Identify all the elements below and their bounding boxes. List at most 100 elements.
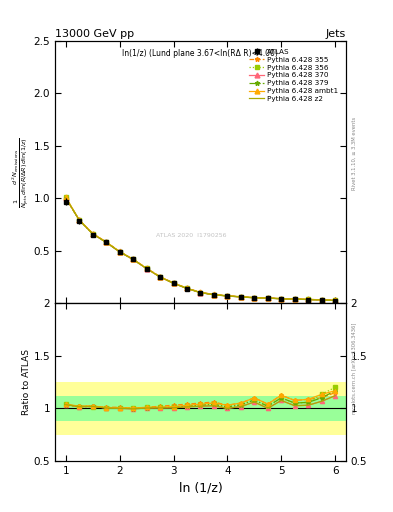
Pythia 6.428 370 <box>319 297 324 303</box>
Pythia 6.428 z2 <box>319 297 324 303</box>
Bar <box>55 382 346 435</box>
Pythia 6.428 z2 <box>211 292 216 298</box>
Pythia 6.428 379 <box>333 297 338 304</box>
Pythia 6.428 z2 <box>225 293 230 299</box>
Pythia 6.428 379 <box>104 239 108 245</box>
Pythia 6.428 370 <box>265 295 270 301</box>
Pythia 6.428 z2 <box>185 285 189 291</box>
Pythia 6.428 379 <box>239 294 243 300</box>
Pythia 6.428 355 <box>131 256 136 262</box>
Legend: ATLAS, Pythia 6.428 355, Pythia 6.428 356, Pythia 6.428 370, Pythia 6.428 379, P: ATLAS, Pythia 6.428 355, Pythia 6.428 35… <box>248 47 339 103</box>
Pythia 6.428 379 <box>63 195 68 201</box>
Pythia 6.428 ambt1 <box>211 291 216 297</box>
Pythia 6.428 379 <box>158 274 162 280</box>
Pythia 6.428 379 <box>292 296 297 302</box>
Pythia 6.428 370 <box>77 217 82 223</box>
Pythia 6.428 z2 <box>77 217 82 223</box>
Pythia 6.428 355 <box>77 217 82 223</box>
Pythia 6.428 356 <box>90 231 95 237</box>
Pythia 6.428 379 <box>319 297 324 303</box>
Pythia 6.428 355 <box>225 293 230 299</box>
Text: ln(1/z) (Lund plane 3.67<ln(RΔ R)<4.00): ln(1/z) (Lund plane 3.67<ln(RΔ R)<4.00) <box>123 49 278 58</box>
Pythia 6.428 z2 <box>171 280 176 286</box>
Pythia 6.428 379 <box>279 295 284 302</box>
Pythia 6.428 355 <box>279 295 284 302</box>
Pythia 6.428 356 <box>144 265 149 271</box>
Pythia 6.428 355 <box>265 295 270 301</box>
Pythia 6.428 ambt1 <box>171 280 176 286</box>
Pythia 6.428 379 <box>198 289 203 295</box>
Pythia 6.428 z2 <box>90 231 95 237</box>
Pythia 6.428 355 <box>239 294 243 300</box>
Pythia 6.428 355 <box>185 285 189 291</box>
Text: Jets: Jets <box>325 29 346 39</box>
Pythia 6.428 z2 <box>333 297 338 304</box>
Pythia 6.428 z2 <box>117 249 122 255</box>
Pythia 6.428 370 <box>225 293 230 299</box>
Pythia 6.428 z2 <box>239 294 243 300</box>
Pythia 6.428 z2 <box>158 274 162 280</box>
Pythia 6.428 356 <box>319 297 324 303</box>
Pythia 6.428 355 <box>104 239 108 245</box>
Pythia 6.428 355 <box>252 294 257 301</box>
Pythia 6.428 356 <box>63 194 68 200</box>
X-axis label: ln (1/z): ln (1/z) <box>178 481 222 494</box>
Pythia 6.428 370 <box>211 292 216 298</box>
Pythia 6.428 ambt1 <box>279 295 284 302</box>
Pythia 6.428 ambt1 <box>90 230 95 237</box>
Y-axis label: Ratio to ATLAS: Ratio to ATLAS <box>22 349 31 415</box>
Pythia 6.428 370 <box>131 257 136 263</box>
Pythia 6.428 ambt1 <box>158 274 162 280</box>
Pythia 6.428 356 <box>171 280 176 286</box>
Pythia 6.428 356 <box>131 256 136 262</box>
Pythia 6.428 ambt1 <box>131 256 136 262</box>
Pythia 6.428 ambt1 <box>319 297 324 303</box>
Pythia 6.428 356 <box>104 239 108 245</box>
Pythia 6.428 ambt1 <box>117 248 122 254</box>
Pythia 6.428 ambt1 <box>292 296 297 302</box>
Pythia 6.428 ambt1 <box>185 285 189 291</box>
Pythia 6.428 379 <box>225 293 230 299</box>
Pythia 6.428 z2 <box>63 195 68 201</box>
Pythia 6.428 370 <box>185 285 189 291</box>
Pythia 6.428 370 <box>279 296 284 302</box>
Line: Pythia 6.428 355: Pythia 6.428 355 <box>63 196 338 303</box>
Pythia 6.428 z2 <box>131 257 136 263</box>
Pythia 6.428 ambt1 <box>225 293 230 299</box>
Pythia 6.428 355 <box>306 296 310 303</box>
Pythia 6.428 370 <box>252 295 257 301</box>
Pythia 6.428 370 <box>239 294 243 300</box>
Pythia 6.428 379 <box>131 257 136 263</box>
Pythia 6.428 370 <box>63 195 68 201</box>
Pythia 6.428 ambt1 <box>239 294 243 300</box>
Pythia 6.428 379 <box>77 217 82 223</box>
Text: 13000 GeV pp: 13000 GeV pp <box>55 29 134 39</box>
Pythia 6.428 370 <box>292 296 297 302</box>
Pythia 6.428 370 <box>198 290 203 296</box>
Pythia 6.428 ambt1 <box>104 239 108 245</box>
Pythia 6.428 356 <box>239 294 243 300</box>
Pythia 6.428 370 <box>306 296 310 303</box>
Pythia 6.428 z2 <box>252 295 257 301</box>
Pythia 6.428 356 <box>77 218 82 224</box>
Pythia 6.428 379 <box>144 265 149 271</box>
Pythia 6.428 z2 <box>279 296 284 302</box>
Pythia 6.428 ambt1 <box>252 294 257 301</box>
Pythia 6.428 370 <box>144 266 149 272</box>
Bar <box>55 396 346 421</box>
Pythia 6.428 355 <box>144 265 149 271</box>
Pythia 6.428 355 <box>117 248 122 254</box>
Pythia 6.428 355 <box>171 280 176 286</box>
Pythia 6.428 355 <box>198 289 203 295</box>
Pythia 6.428 z2 <box>198 290 203 296</box>
Pythia 6.428 z2 <box>292 296 297 302</box>
Line: Pythia 6.428 z2: Pythia 6.428 z2 <box>66 198 335 301</box>
Pythia 6.428 355 <box>333 297 338 304</box>
Text: ATLAS 2020  I1790256: ATLAS 2020 I1790256 <box>156 232 227 238</box>
Pythia 6.428 379 <box>117 249 122 255</box>
Pythia 6.428 379 <box>306 296 310 303</box>
Pythia 6.428 ambt1 <box>63 194 68 200</box>
Line: Pythia 6.428 356: Pythia 6.428 356 <box>63 195 338 303</box>
Pythia 6.428 370 <box>90 231 95 237</box>
Pythia 6.428 ambt1 <box>77 217 82 223</box>
